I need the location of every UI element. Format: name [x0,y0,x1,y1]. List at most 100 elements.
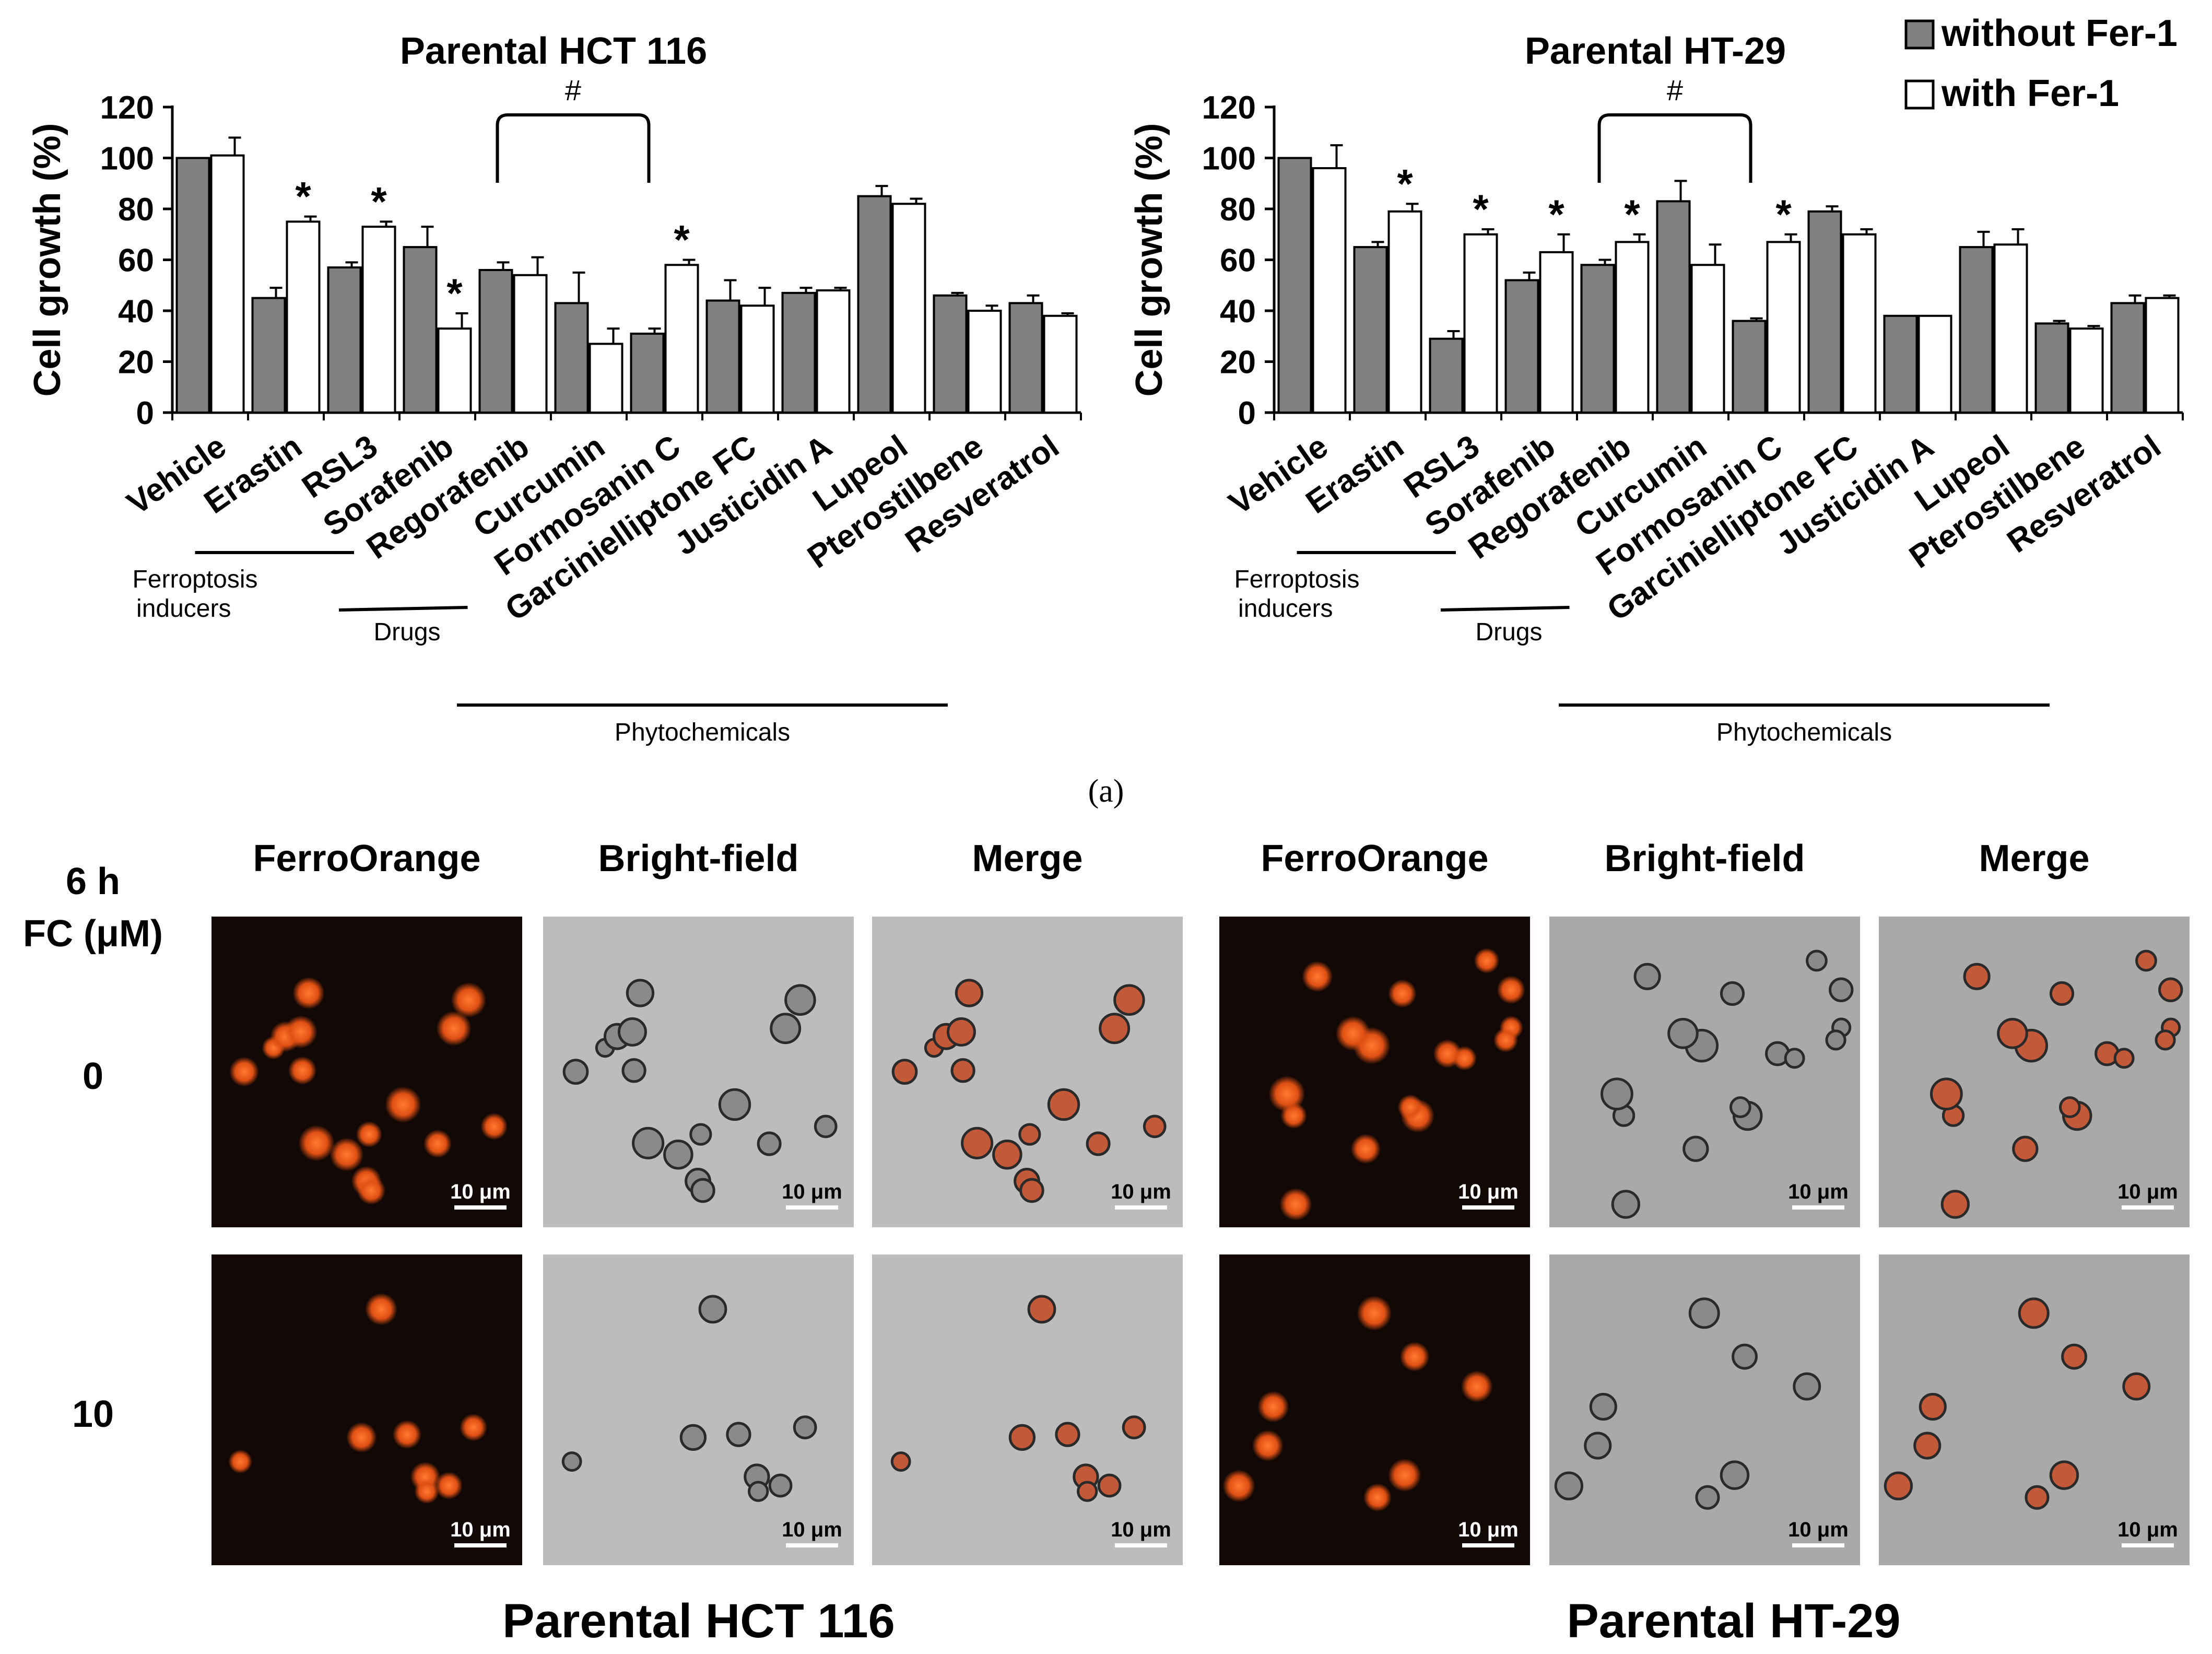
y-axis-label: Cell growth (%) [1128,123,1170,397]
merged-cell [2113,1048,2135,1069]
fluorescent-cell [1397,1094,1423,1120]
micrograph-panel: 10 μm [1219,917,1530,1227]
group-label-line: Ferroptosis [1234,566,1359,593]
bar-with-fer1 [1993,243,2028,414]
y-tick-label: 100 [1202,141,1256,177]
merged-cell [890,1451,911,1472]
fluorescent-cell [1399,1342,1430,1372]
fluorescent-cell [1350,1134,1381,1164]
bar-with-fer1 [361,226,396,414]
y-tick-label: 120 [1202,90,1256,126]
y-tick-label: 120 [100,90,154,126]
bar-without-fer1 [1504,279,1539,414]
bar-without-fer1 [1277,157,1312,414]
significance-star: * [446,270,463,316]
scale-bar-label: 10 μm [450,1518,511,1541]
bright-field-cell [1793,1372,1821,1401]
y-tick-label: 60 [118,243,154,279]
bright-field-cell [748,1481,769,1502]
fluorescent-cell [1497,976,1525,1004]
y-tick-label: 80 [118,192,154,228]
micrograph-panel: 10 μm [543,1254,854,1565]
merged-cell [1940,1190,1970,1219]
fluorescent-cell [1252,1429,1284,1462]
bar-without-fer1 [1429,337,1464,414]
group-label-ferroptosis: Ferroptosis inducers [1234,566,1359,623]
micrograph-content [1219,1254,1530,1565]
merged-cell [992,1139,1022,1170]
fluorescent-cell [229,1057,259,1087]
fluorescent-cell [1461,1370,1493,1403]
fluorescent-cell [451,982,487,1018]
fluorescent-cell [1279,1188,1312,1221]
micrograph-content [543,1254,854,1565]
significance-bracket [1597,113,1752,183]
fluorescent-cell [330,1137,364,1172]
y-tick-label: 60 [1220,243,1256,279]
bright-field-cell [632,1127,665,1159]
micrograph-panel: 10 μm [872,1254,1183,1565]
cell-line-caption: Parental HT-29 [1567,1594,1900,1648]
fluorescent-cell [284,1015,317,1049]
significance-hash: # [565,74,581,107]
scale-bar-label: 10 μm [782,1180,842,1203]
merged-cell [1018,1123,1041,1146]
merged-cell [961,1127,994,1159]
bright-field-cell [770,1013,802,1045]
merged-cell [2061,1343,2087,1370]
bright-field-cell [1688,1297,1720,1329]
merged-cell [1997,1017,2028,1049]
chart-2: Parental HT-29 Cell growth (%) 0 20 40 60 80 10… [1128,30,2184,746]
y-tick-label: 100 [100,141,154,177]
bar-without-fer1 [1959,246,1994,414]
fluorescent-cell [1493,1027,1519,1052]
micrograph-content [1879,917,2190,1227]
merged-cell [1077,1481,1098,1502]
merged-cell [2049,1460,2079,1490]
merged-cell [1884,1471,1913,1500]
significance-star: * [674,217,690,263]
bright-field-cell [679,1424,707,1451]
bar-with-fer1 [891,203,926,414]
chart-title: Parental HT-29 [1525,30,1786,72]
bar-without-fer1 [630,332,665,414]
micrograph-content [211,1254,522,1565]
bar-without-fer1 [554,302,589,414]
group-label-phytochemicals: Phytochemicals [615,719,790,746]
micrograph-panel: 10 μm [1549,917,1860,1227]
scale-bar-label: 10 μm [1111,1180,1171,1203]
legend: without Fer-1 with Fer-1 [1904,13,2178,114]
bar-without-fer1 [1656,200,1691,414]
chart-title: Parental HCT 116 [400,30,707,72]
bright-field-cell [718,1088,751,1121]
merged-cell [2018,1297,2050,1329]
micrograph-content [1219,917,1530,1227]
fluorescent-cell [1335,1016,1371,1051]
bright-field-cell [663,1139,693,1170]
fluorescent-cell [392,1420,422,1449]
merged-cell [2155,1029,2176,1051]
column-header: Merge [972,838,1083,879]
fluorescent-cell [1474,948,1500,973]
fluorescent-cell [357,1176,386,1205]
fluorescent-cell [1388,1458,1421,1492]
fluorescent-cell [1268,1075,1305,1112]
group-line-drugs [338,606,468,612]
fluorescent-cell [365,1293,397,1325]
bright-field-cell [1584,1432,1612,1460]
column-header: FerroOrange [1261,838,1488,879]
bright-field-cell [626,979,655,1007]
fluorescent-cell [292,977,325,1010]
merged-cell [1086,1131,1111,1156]
bright-field-cell [1633,963,1661,990]
bright-field-cell [698,1295,727,1324]
fluorescent-cell [436,1011,472,1046]
fluorescent-cell [1452,1046,1477,1071]
bright-field-cell [1667,1017,1699,1049]
bright-field-cell [617,1017,647,1047]
bar-without-fer1 [478,269,513,414]
merged-cell [2135,949,2157,972]
merged-cell [1099,1013,1131,1045]
fluorescent-cell [1388,979,1417,1008]
bright-field-cell [793,1415,817,1440]
